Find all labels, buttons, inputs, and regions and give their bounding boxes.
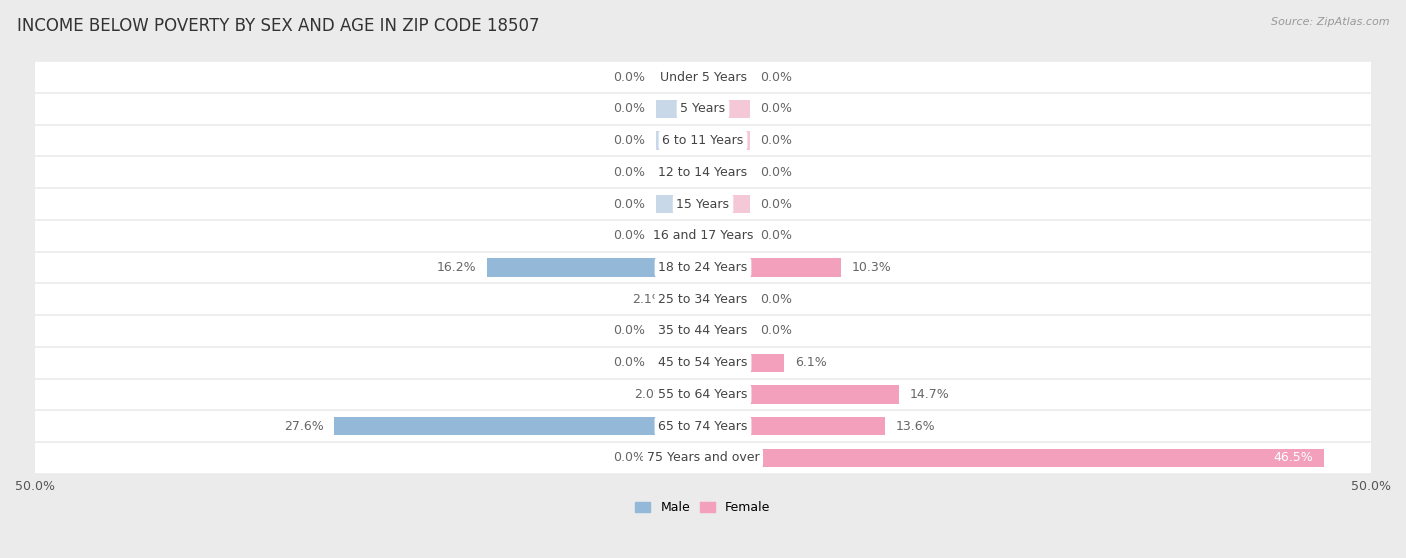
Text: 10.3%: 10.3% [851,261,891,274]
Bar [35,347,1371,378]
Bar [657,100,703,118]
Bar [657,163,703,181]
Bar [703,163,749,181]
Bar [703,322,749,340]
Bar [703,417,884,435]
Bar [35,252,1371,283]
Bar [703,449,1324,467]
Text: 25 to 34 Years: 25 to 34 Years [658,293,748,306]
Text: 16.2%: 16.2% [436,261,475,274]
Bar [703,68,749,86]
Text: INCOME BELOW POVERTY BY SEX AND AGE IN ZIP CODE 18507: INCOME BELOW POVERTY BY SEX AND AGE IN Z… [17,17,540,35]
Bar [703,100,749,118]
Bar [35,156,1371,188]
Text: 45 to 54 Years: 45 to 54 Years [658,356,748,369]
Text: 0.0%: 0.0% [761,71,793,84]
Bar [657,354,703,372]
Text: 65 to 74 Years: 65 to 74 Years [658,420,748,432]
Bar [657,449,703,467]
Text: 0.0%: 0.0% [613,324,645,338]
Bar [35,410,1371,442]
Text: 0.0%: 0.0% [613,166,645,179]
Bar [657,131,703,150]
Text: 0.0%: 0.0% [613,198,645,210]
Bar [703,195,749,213]
Bar [657,68,703,86]
Text: 0.0%: 0.0% [613,102,645,116]
Text: 5 Years: 5 Years [681,102,725,116]
Text: 35 to 44 Years: 35 to 44 Years [658,324,748,338]
Bar [486,258,703,277]
Text: 0.0%: 0.0% [761,229,793,242]
Bar [703,385,900,403]
Text: 6.1%: 6.1% [796,356,827,369]
Bar [35,188,1371,220]
Text: 55 to 64 Years: 55 to 64 Years [658,388,748,401]
Text: 27.6%: 27.6% [284,420,323,432]
Text: 13.6%: 13.6% [896,420,935,432]
Text: 12 to 14 Years: 12 to 14 Years [658,166,748,179]
Bar [35,220,1371,252]
Bar [703,290,749,309]
Text: 6 to 11 Years: 6 to 11 Years [662,134,744,147]
Legend: Male, Female: Male, Female [630,496,776,519]
Bar [657,322,703,340]
Text: 0.0%: 0.0% [761,102,793,116]
Bar [35,378,1371,410]
Bar [657,195,703,213]
Bar [703,131,749,150]
Bar [675,290,703,309]
Bar [35,442,1371,474]
Bar [35,283,1371,315]
Bar [35,61,1371,93]
Text: 46.5%: 46.5% [1274,451,1313,464]
Text: 0.0%: 0.0% [613,356,645,369]
Bar [703,354,785,372]
Text: 2.1%: 2.1% [633,293,664,306]
Text: 15 Years: 15 Years [676,198,730,210]
Text: Under 5 Years: Under 5 Years [659,71,747,84]
Text: 16 and 17 Years: 16 and 17 Years [652,229,754,242]
Bar [35,124,1371,156]
Bar [676,385,703,403]
Text: 0.0%: 0.0% [613,134,645,147]
Text: 18 to 24 Years: 18 to 24 Years [658,261,748,274]
Text: 0.0%: 0.0% [613,71,645,84]
Text: 75 Years and over: 75 Years and over [647,451,759,464]
Bar [703,258,841,277]
Text: 2.0%: 2.0% [634,388,665,401]
Text: 0.0%: 0.0% [761,198,793,210]
Text: 0.0%: 0.0% [613,229,645,242]
Bar [35,315,1371,347]
Bar [657,227,703,245]
Text: Source: ZipAtlas.com: Source: ZipAtlas.com [1271,17,1389,27]
Text: 0.0%: 0.0% [761,166,793,179]
Bar [703,227,749,245]
Bar [35,93,1371,124]
Text: 0.0%: 0.0% [761,134,793,147]
Text: 0.0%: 0.0% [613,451,645,464]
Text: 0.0%: 0.0% [761,324,793,338]
Bar [335,417,703,435]
Text: 14.7%: 14.7% [910,388,950,401]
Text: 0.0%: 0.0% [761,293,793,306]
